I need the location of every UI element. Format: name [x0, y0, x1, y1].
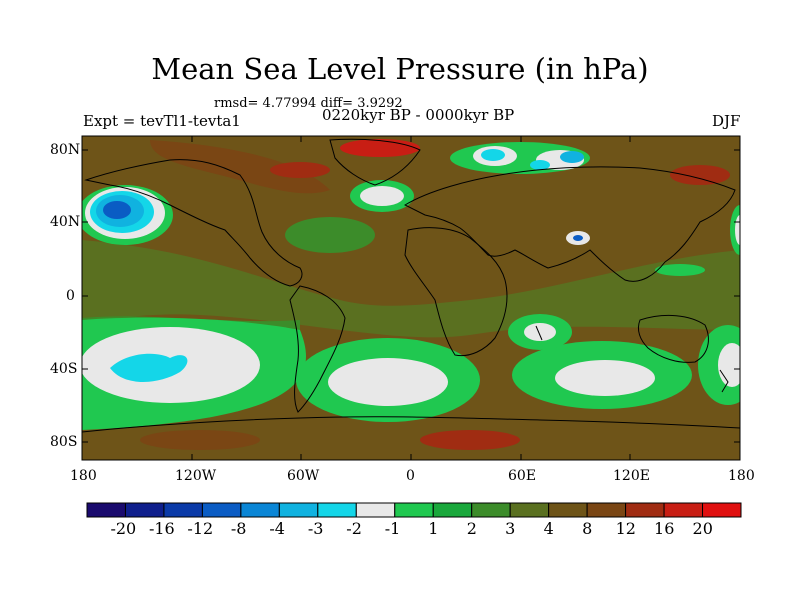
lon-label-120e: 120E — [613, 468, 650, 484]
lat-label-0: 0 — [66, 288, 75, 304]
colorbar-label: 4 — [543, 519, 554, 538]
colorbar-label: 12 — [615, 519, 636, 538]
south-america-coast — [289, 285, 346, 413]
colorbar-swatch — [201, 502, 242, 518]
contour-east-edge-white — [735, 215, 740, 245]
colorbar-swatch — [124, 502, 165, 518]
contour-tibet-core — [573, 235, 583, 241]
coastlines — [82, 138, 740, 433]
lat-label-80s: 80S — [50, 434, 78, 450]
lon-label-60w: 60W — [287, 468, 320, 484]
colorbar-swatch — [586, 502, 627, 518]
colorbar-label: -3 — [307, 519, 324, 538]
colorbar-label: -1 — [384, 519, 401, 538]
north-america-coast — [84, 159, 303, 287]
contour-atlantic-green — [285, 217, 375, 253]
contour-south-pacific-cyan — [110, 353, 188, 382]
lon-label-180e: 180 — [728, 468, 755, 484]
colorbar-label: -20 — [110, 519, 137, 538]
colorbar-label: -8 — [230, 519, 247, 538]
lon-label-120w: 120W — [175, 468, 217, 484]
experiment-label: Expt = tevTl1-tevta1 — [83, 112, 241, 130]
lon-label-60e: 60E — [508, 468, 537, 484]
contour-band-tropics — [82, 240, 740, 338]
lat-label-40s: 40S — [50, 361, 78, 377]
colorbar — [86, 502, 742, 518]
colorbar-swatch — [625, 502, 665, 518]
colorbar-swatch — [86, 502, 126, 518]
contour-madagascar-white — [524, 323, 556, 341]
colorbar-label: 8 — [582, 519, 593, 538]
period-label: 0220kyr BP - 0000kyr BP — [322, 106, 515, 124]
map-title: Mean Sea Level Pressure (in hPa) — [151, 52, 649, 86]
contour-north-america-brown — [150, 140, 330, 194]
lat-label-80n: 80N — [50, 142, 81, 158]
colorbar-swatch — [163, 502, 203, 518]
colorbar-label: -2 — [346, 519, 362, 538]
season-label: DJF — [712, 112, 741, 130]
contour-barents-cyan-1 — [481, 149, 505, 161]
rmsd-diff-stats: rmsd= 4.77994 diff= 3.9292 — [214, 96, 403, 111]
africa-coast — [404, 227, 508, 357]
colorbar-label: 3 — [505, 519, 516, 538]
colorbar-swatch — [432, 502, 473, 518]
colorbar-label: 2 — [466, 519, 477, 538]
colorbar-label: 16 — [654, 519, 675, 538]
contour-barents-cyan-2 — [560, 151, 584, 163]
contour-west-pacific-green — [655, 264, 705, 276]
contour-south-atlantic-white — [328, 358, 448, 406]
lon-label-0: 0 — [406, 468, 415, 484]
colorbar-label: -12 — [187, 519, 214, 538]
colorbar-swatch — [240, 502, 280, 518]
colorbar-swatch — [548, 502, 588, 518]
contour-greenland-red — [340, 139, 420, 157]
australia-coast — [637, 315, 709, 363]
contour-antarctic-brown — [140, 430, 260, 450]
contour-antarctic-red — [420, 430, 520, 450]
colorbar-label: 20 — [692, 519, 713, 538]
colorbar-swatch — [278, 502, 319, 518]
colorbar-swatch — [702, 502, 742, 518]
lon-label-180w: 180 — [70, 468, 97, 484]
contour-barents-cyan-3 — [530, 160, 550, 170]
antarctica-coast — [82, 416, 740, 433]
contour-north-atlantic-white — [360, 186, 404, 206]
eurasia-coast — [403, 166, 736, 282]
colorbar-swatch — [355, 502, 396, 518]
latitude-ticks — [82, 149, 740, 443]
colorbar-label: 1 — [428, 519, 439, 538]
contour-north-pacific-core — [103, 201, 131, 219]
colorbar-swatch — [394, 502, 434, 518]
contour-indian-ocean-white — [555, 360, 655, 396]
colorbar-swatch — [663, 502, 704, 518]
madagascar-coast — [535, 325, 543, 341]
colorbar-label: -4 — [269, 519, 285, 538]
colorbar-swatch — [509, 502, 550, 518]
greenland-coast — [329, 138, 421, 186]
longitude-ticks — [81, 136, 741, 460]
contour-siberia-red — [670, 165, 730, 185]
colorbar-swatch — [317, 502, 357, 518]
colorbar-swatch — [471, 502, 511, 518]
contour-canada-red — [270, 162, 330, 178]
colorbar-label: -16 — [148, 519, 175, 538]
contour-tasman-white — [718, 343, 740, 387]
lat-label-40n: 40N — [50, 214, 81, 230]
new-zealand-coast — [719, 369, 729, 393]
